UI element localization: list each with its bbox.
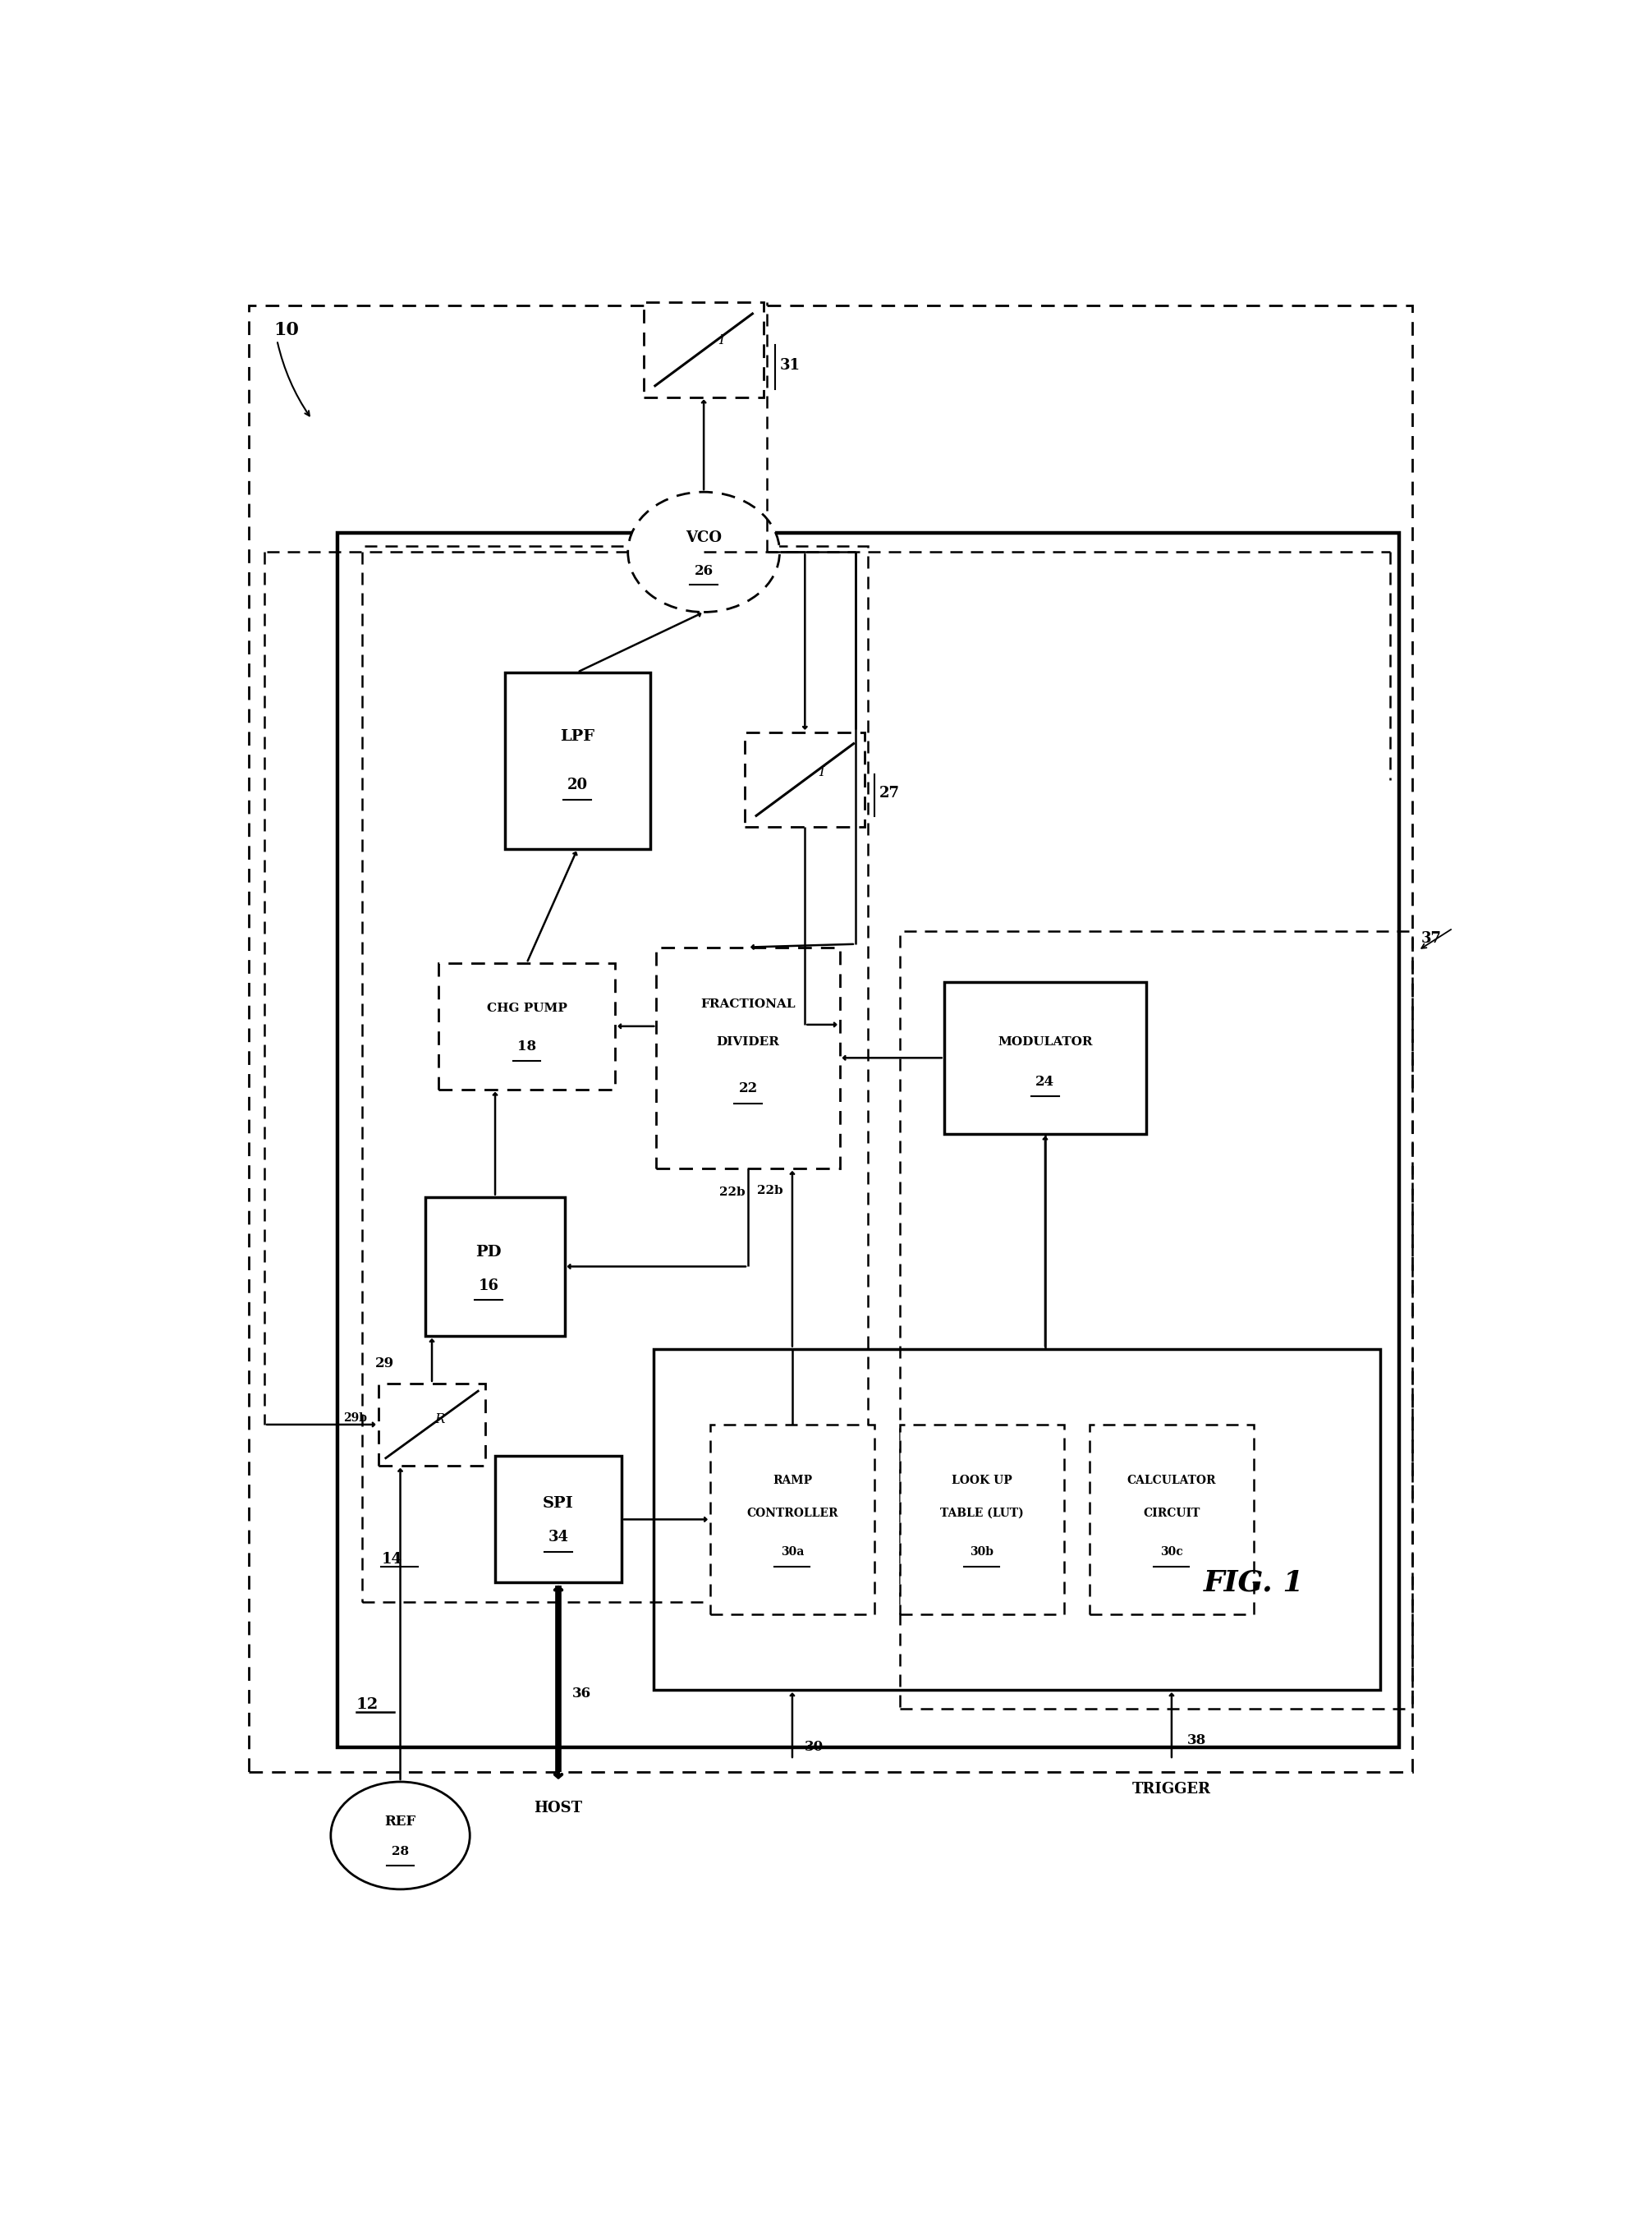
Bar <box>496 1456 621 1584</box>
Text: I: I <box>719 334 724 347</box>
Text: 28: 28 <box>392 1846 410 1857</box>
Bar <box>644 302 763 396</box>
Bar <box>248 305 1412 1772</box>
Text: SPI: SPI <box>544 1496 573 1512</box>
Text: 30: 30 <box>805 1740 824 1754</box>
Text: VCO: VCO <box>686 531 722 547</box>
Ellipse shape <box>330 1781 469 1888</box>
Ellipse shape <box>628 493 780 612</box>
Text: 22b: 22b <box>757 1185 783 1196</box>
Text: LPF: LPF <box>560 730 595 744</box>
Text: MODULATOR: MODULATOR <box>998 1037 1092 1048</box>
Text: 29b: 29b <box>344 1413 367 1425</box>
Text: TRIGGER: TRIGGER <box>1132 1781 1211 1796</box>
Text: LOOK UP: LOOK UP <box>952 1474 1013 1485</box>
Text: 31: 31 <box>780 358 800 372</box>
Bar <box>656 948 839 1169</box>
Bar <box>438 963 615 1089</box>
Text: R: R <box>434 1413 444 1427</box>
Text: 22: 22 <box>738 1082 758 1095</box>
Bar <box>426 1196 565 1335</box>
Text: 18: 18 <box>517 1039 537 1053</box>
Text: 29: 29 <box>375 1357 393 1371</box>
Text: RAMP: RAMP <box>773 1474 813 1485</box>
Bar <box>745 732 866 827</box>
Text: 30c: 30c <box>1160 1546 1183 1559</box>
Text: CALCULATOR: CALCULATOR <box>1127 1474 1216 1485</box>
Text: CHG PUMP: CHG PUMP <box>487 1004 567 1015</box>
Text: 30a: 30a <box>781 1546 805 1559</box>
Text: 26: 26 <box>694 564 714 578</box>
Bar <box>378 1384 486 1465</box>
Text: 24: 24 <box>1036 1075 1054 1089</box>
Text: CIRCUIT: CIRCUIT <box>1143 1508 1199 1519</box>
Bar <box>653 1348 1381 1691</box>
Text: PD: PD <box>476 1245 502 1259</box>
Bar <box>504 672 649 849</box>
Bar <box>362 547 869 1602</box>
Text: DIVIDER: DIVIDER <box>717 1037 780 1048</box>
Text: 22b: 22b <box>719 1187 745 1198</box>
Text: 34: 34 <box>548 1530 568 1546</box>
Bar <box>1089 1425 1254 1615</box>
Text: 36: 36 <box>572 1687 591 1700</box>
Text: 14: 14 <box>382 1552 401 1566</box>
Text: 37: 37 <box>1421 932 1442 945</box>
Text: REF: REF <box>385 1814 416 1828</box>
Text: I: I <box>819 766 824 780</box>
Text: CONTROLLER: CONTROLLER <box>747 1508 838 1519</box>
Text: 20: 20 <box>567 777 588 793</box>
Bar <box>943 981 1146 1133</box>
Bar <box>900 932 1412 1709</box>
Bar <box>710 1425 874 1615</box>
Text: 38: 38 <box>1188 1734 1206 1747</box>
Text: 16: 16 <box>479 1279 499 1292</box>
Text: 12: 12 <box>357 1698 378 1711</box>
Text: FIG. 1: FIG. 1 <box>1204 1568 1303 1597</box>
Bar <box>337 533 1399 1747</box>
Text: TABLE (LUT): TABLE (LUT) <box>940 1508 1024 1519</box>
Text: 27: 27 <box>879 786 899 802</box>
Text: FRACTIONAL: FRACTIONAL <box>700 999 796 1010</box>
Bar <box>900 1425 1064 1615</box>
Text: 30b: 30b <box>970 1546 995 1559</box>
Text: HOST: HOST <box>534 1801 583 1817</box>
Text: 10: 10 <box>274 320 299 338</box>
